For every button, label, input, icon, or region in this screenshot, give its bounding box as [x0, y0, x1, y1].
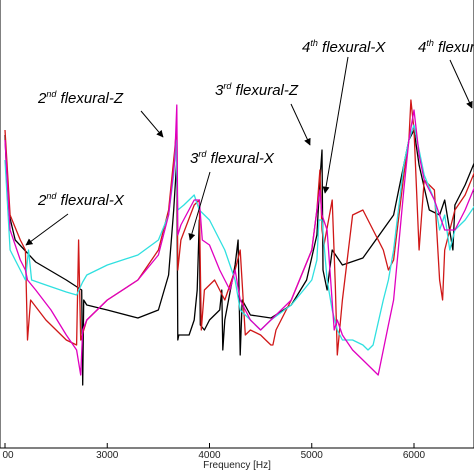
annotation-label: 4th flexural-X: [302, 38, 386, 56]
annotation-label: 2nd flexural-Z: [37, 89, 124, 107]
annotation-arrow: [188, 171, 211, 241]
x-axis-label: Frequency [Hz]: [203, 460, 271, 471]
annotation-arrow: [290, 103, 311, 146]
plot-frame: [0, 0, 474, 449]
x-tick-label: 4000: [198, 450, 221, 461]
annotation-label: 3rd flexural-X: [190, 149, 275, 167]
series-line-4: [4, 104, 474, 376]
annotation-label: 4th flexural-X: [418, 38, 474, 56]
x-tick-label: 3000: [96, 450, 119, 461]
series-layer: [4, 99, 474, 386]
annotations: 2nd flexural-Z 3rd flexural-Z 4th flexural…: [25, 38, 474, 246]
annotation-label: 2nd flexural-X: [37, 191, 125, 209]
x-tick-label: 5000: [301, 450, 324, 461]
series-line-1: [4, 129, 474, 386]
plot-area: [0, 0, 474, 449]
annotation-arrow: [322, 56, 349, 194]
annotation-label: 3rd flexural-Z: [215, 81, 299, 99]
x-ticks: 00 3000 4000 5000 6000: [2, 443, 426, 461]
annotation-arrow: [140, 110, 164, 138]
x-tick-label: 6000: [403, 450, 426, 461]
annotation-arrow: [449, 59, 473, 109]
annotation-arrow: [25, 213, 69, 246]
x-tick-label: 00: [2, 450, 14, 461]
